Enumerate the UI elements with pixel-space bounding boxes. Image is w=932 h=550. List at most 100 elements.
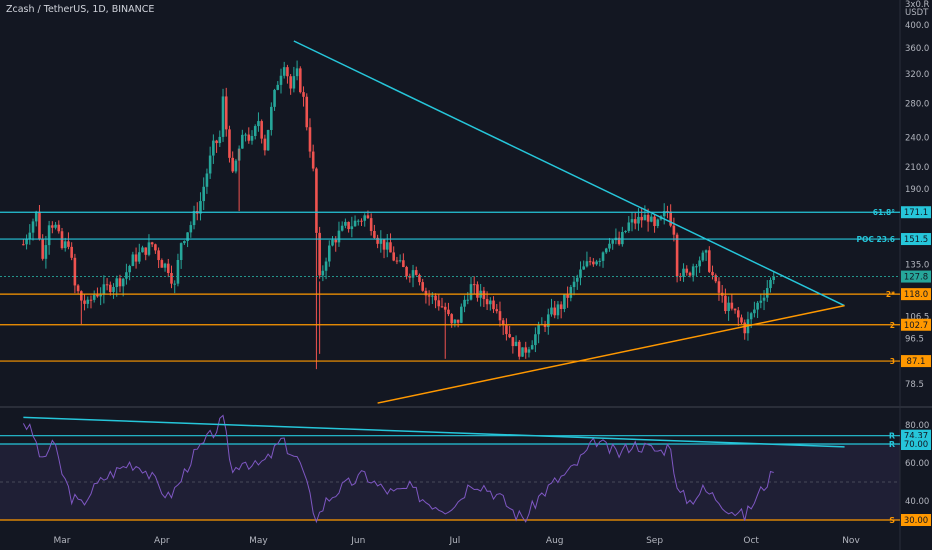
x-tick-label: Jul xyxy=(448,536,460,546)
candle-body xyxy=(215,140,218,144)
candle-body xyxy=(234,160,238,172)
candle-body xyxy=(431,295,434,297)
candle-body xyxy=(501,320,505,326)
candle-body xyxy=(608,243,611,249)
candle-body xyxy=(427,295,431,297)
candle-body xyxy=(295,68,299,77)
currency-label-top: 3x0.R xyxy=(905,0,930,10)
price-tag xyxy=(901,355,931,368)
candle-body xyxy=(344,221,347,226)
candle-body xyxy=(724,295,727,312)
candle-body xyxy=(505,325,508,335)
x-tick-label: Mar xyxy=(54,536,71,546)
candle-body xyxy=(743,322,747,334)
candle-body xyxy=(662,211,666,217)
candle-body xyxy=(559,304,563,309)
rsi-level-label: R xyxy=(889,432,895,441)
candle-body xyxy=(382,239,386,250)
candle-body xyxy=(160,260,164,268)
candle-body xyxy=(337,230,341,243)
candle-body xyxy=(402,260,405,268)
candle-body xyxy=(485,299,489,305)
y-tick-label: 78.5 xyxy=(905,380,924,390)
rsi-trendline[interactable] xyxy=(23,416,845,448)
candle-body xyxy=(279,75,283,85)
candle-body xyxy=(749,313,753,320)
rsi-level-label: R xyxy=(889,440,895,449)
candle-body xyxy=(199,201,202,214)
candle-body xyxy=(727,302,730,312)
candle-body xyxy=(318,232,321,276)
price-tag xyxy=(901,318,931,331)
candle-body xyxy=(131,254,135,266)
candle-body xyxy=(266,129,270,151)
candle-body xyxy=(592,261,595,265)
candle-body xyxy=(192,210,196,226)
trendline-support[interactable] xyxy=(377,304,845,404)
x-tick-label: Sep xyxy=(646,536,663,546)
candle-body xyxy=(202,186,205,202)
candle-body xyxy=(163,263,167,268)
candle-body xyxy=(70,246,73,258)
candle-body xyxy=(550,307,553,315)
y-axis-main: 400.0 360.0 320.0 280.0 240.0 210.0 190.0 135.0… xyxy=(905,21,929,390)
candle-body xyxy=(186,232,189,242)
candle-body xyxy=(524,347,528,353)
candle-body xyxy=(105,284,109,286)
candle-body xyxy=(63,241,67,249)
candle-body xyxy=(495,309,499,312)
candle-body xyxy=(698,260,701,267)
candle-body xyxy=(456,319,460,323)
candle-body xyxy=(537,324,540,335)
candle-body xyxy=(260,121,263,139)
candle-body xyxy=(324,261,328,271)
candle-body xyxy=(482,290,486,300)
candle-body xyxy=(360,220,363,222)
candle-body xyxy=(753,309,756,314)
rsi-tag xyxy=(901,514,931,526)
candle-body xyxy=(701,252,705,261)
price-tag xyxy=(901,288,931,301)
candle-body xyxy=(434,295,437,301)
candle-body xyxy=(250,135,254,141)
trendline-resistance[interactable] xyxy=(293,40,845,307)
candle-body xyxy=(183,241,186,244)
candle-body xyxy=(83,300,86,304)
price-tag-label: 118.0 xyxy=(904,290,928,300)
candle-body xyxy=(621,231,624,245)
candle-body xyxy=(666,211,669,213)
candle-body xyxy=(650,216,653,222)
candle-body xyxy=(134,254,138,262)
candle-body xyxy=(392,252,396,261)
candle-body xyxy=(450,314,453,324)
candle-body xyxy=(530,345,534,350)
candle-body xyxy=(630,219,634,223)
candle-body xyxy=(128,265,131,273)
level-label: 2 xyxy=(890,321,895,330)
candle-body xyxy=(369,218,373,231)
y-tick-label: 280.0 xyxy=(905,100,929,110)
candle-body xyxy=(170,272,173,284)
candle-body xyxy=(588,261,592,263)
rsi-tag-label: 70.00 xyxy=(904,440,928,450)
candle-body xyxy=(579,269,582,278)
candle-body xyxy=(221,96,225,137)
chart-title: Zcash / TetherUS, 1D, BINANCE xyxy=(6,4,155,15)
candle-body xyxy=(28,232,32,239)
candle-body xyxy=(118,278,122,287)
candle-body xyxy=(311,151,315,169)
candle-body xyxy=(289,76,292,89)
candle-body xyxy=(711,271,714,276)
candle-body xyxy=(708,250,711,272)
price-tag-label: 151.5 xyxy=(904,235,928,245)
candle-body xyxy=(57,224,61,232)
candle-body xyxy=(366,215,370,219)
currency-label: USDT xyxy=(905,8,929,18)
candle-body xyxy=(257,121,260,127)
candle-body xyxy=(25,238,28,245)
rsi-line xyxy=(22,414,774,524)
candle-body xyxy=(521,347,524,357)
x-tick-label: May xyxy=(249,536,268,546)
